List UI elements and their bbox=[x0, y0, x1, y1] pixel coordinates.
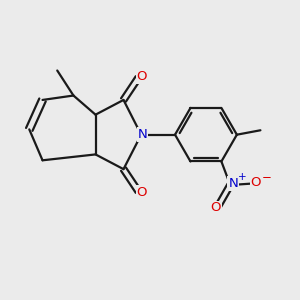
Text: N: N bbox=[138, 128, 148, 141]
Text: O: O bbox=[136, 186, 147, 199]
Text: O: O bbox=[250, 176, 261, 189]
Text: O: O bbox=[136, 70, 147, 83]
Text: N: N bbox=[228, 177, 238, 190]
Text: +: + bbox=[238, 172, 247, 182]
Text: O: O bbox=[210, 202, 221, 214]
Text: −: − bbox=[262, 171, 272, 184]
